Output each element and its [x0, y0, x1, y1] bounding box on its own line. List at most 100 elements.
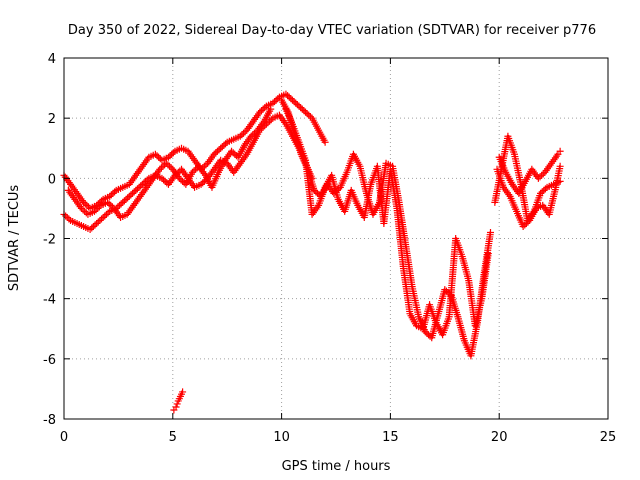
data-point [305, 111, 313, 119]
data-point [218, 143, 226, 151]
data-point [125, 192, 133, 200]
data-point [238, 131, 246, 139]
x-tick-label: 20 [491, 430, 508, 445]
data-point [288, 96, 296, 104]
data-point [129, 189, 137, 197]
data-point [90, 207, 98, 215]
data-point [536, 173, 544, 181]
data-point [169, 149, 177, 157]
data-point [89, 222, 97, 230]
data-point [484, 250, 492, 258]
data-point [127, 191, 135, 199]
data-point [285, 93, 293, 101]
data-point [240, 129, 248, 137]
data-point [441, 286, 449, 294]
data-point [142, 177, 150, 185]
data-point [220, 141, 228, 149]
data-point [107, 201, 115, 209]
data-point [172, 403, 180, 411]
data-point [556, 162, 564, 170]
data-point [269, 99, 277, 107]
data-point [79, 206, 87, 214]
data-point [164, 153, 172, 161]
data-point [92, 206, 100, 214]
data-point [257, 107, 265, 115]
data-point [261, 104, 269, 112]
data-point [161, 177, 169, 185]
data-point [94, 204, 102, 212]
data-point [228, 147, 236, 155]
data-point [302, 108, 310, 116]
data-point [175, 174, 183, 182]
data-point [94, 218, 102, 226]
data-point [486, 228, 494, 236]
data-point [86, 225, 94, 233]
data-point [556, 147, 564, 155]
data-point [534, 174, 542, 182]
data-point [101, 212, 109, 220]
data-point [109, 189, 117, 197]
y-tick-label: -2 [43, 233, 56, 248]
data-point [138, 180, 146, 188]
data-point [130, 188, 138, 196]
data-point [179, 177, 187, 185]
data-point [179, 388, 187, 396]
data-point [117, 200, 125, 208]
series-track-h [495, 147, 564, 197]
data-point [99, 213, 107, 221]
data-point [424, 331, 432, 339]
data-point [153, 152, 161, 160]
data-point [140, 179, 148, 187]
data-point [541, 185, 549, 193]
x-tick-label: 15 [382, 430, 399, 445]
data-point [98, 215, 106, 223]
data-point [80, 198, 88, 206]
data-point [164, 161, 172, 169]
y-tick-label: -8 [43, 413, 56, 428]
data-point [312, 188, 320, 196]
data-point [93, 219, 101, 227]
data-point [158, 174, 166, 182]
data-point [314, 189, 322, 197]
series-track-b [60, 111, 316, 233]
data-point [297, 104, 305, 112]
series-track-g [493, 162, 564, 230]
data-point [91, 221, 99, 229]
data-point [168, 150, 176, 158]
data-point [151, 150, 159, 158]
data-point [290, 98, 298, 106]
data-point [241, 128, 249, 136]
data-point [133, 185, 141, 193]
series-track-e [282, 105, 492, 339]
data-point [540, 186, 548, 194]
data-point [256, 108, 264, 116]
data-point [524, 218, 532, 226]
data-point [83, 201, 91, 209]
data-point [156, 165, 164, 173]
data-point [303, 110, 311, 118]
y-tick-label: 2 [48, 112, 56, 127]
data-point [442, 287, 450, 295]
data-point [135, 183, 143, 191]
data-marks [60, 90, 564, 414]
data-point [81, 200, 89, 208]
data-point [106, 192, 114, 200]
data-point [519, 222, 527, 230]
data-point [115, 201, 123, 209]
data-point [213, 147, 221, 155]
data-point [173, 400, 181, 408]
y-tick-label: -4 [43, 293, 56, 308]
x-tick-label: 10 [273, 430, 290, 445]
data-point [96, 216, 104, 224]
data-point [522, 219, 530, 227]
y-axis-label: SDTVAR / TECUs [7, 185, 22, 292]
data-point [423, 329, 431, 337]
data-point [102, 210, 110, 218]
data-point [197, 180, 205, 188]
data-point [104, 209, 112, 217]
data-point [111, 188, 119, 196]
data-point [166, 152, 174, 160]
grid [64, 58, 608, 419]
y-tick-label: 0 [48, 172, 56, 187]
data-point [284, 92, 292, 100]
